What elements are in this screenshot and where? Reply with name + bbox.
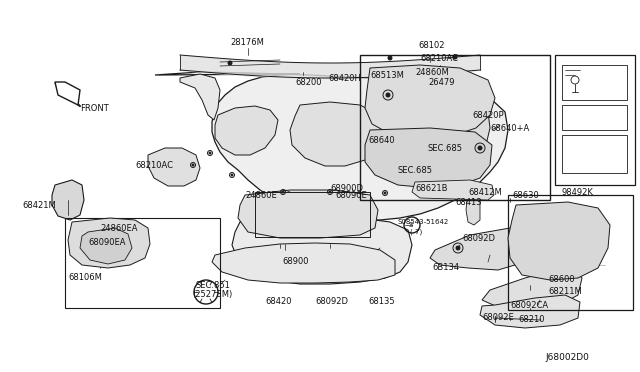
Text: 24860EA: 24860EA: [100, 224, 138, 232]
Text: 68106M: 68106M: [68, 273, 102, 282]
Polygon shape: [508, 202, 610, 280]
Polygon shape: [420, 145, 452, 176]
Text: 68090E: 68090E: [335, 190, 367, 199]
Text: 68420H: 68420H: [328, 74, 361, 83]
Text: 68092E: 68092E: [482, 314, 514, 323]
Text: S08543-51642: S08543-51642: [398, 219, 449, 225]
Text: 24860E: 24860E: [245, 190, 276, 199]
Polygon shape: [480, 295, 580, 328]
Text: FRONT: FRONT: [80, 103, 109, 112]
Text: 68900D: 68900D: [330, 183, 363, 192]
Text: ( 7): ( 7): [410, 229, 422, 235]
Circle shape: [228, 61, 232, 65]
Text: 68630: 68630: [512, 190, 539, 199]
Text: 68413: 68413: [455, 198, 482, 206]
Polygon shape: [365, 65, 495, 138]
Polygon shape: [466, 185, 480, 225]
Text: 68200: 68200: [295, 77, 321, 87]
Text: 68092D: 68092D: [315, 298, 348, 307]
Text: 28176M: 28176M: [230, 38, 264, 46]
Circle shape: [453, 55, 457, 59]
Text: 68412M: 68412M: [468, 187, 502, 196]
Text: 68210: 68210: [518, 315, 545, 324]
Circle shape: [386, 93, 390, 97]
Polygon shape: [212, 243, 395, 283]
Text: SEC.851: SEC.851: [195, 282, 230, 291]
Polygon shape: [68, 218, 150, 268]
Text: 68211M: 68211M: [548, 288, 582, 296]
Text: 68420: 68420: [265, 298, 291, 307]
Text: 68102: 68102: [418, 41, 445, 49]
Polygon shape: [482, 268, 582, 310]
Text: 68900: 68900: [282, 257, 308, 266]
Polygon shape: [450, 105, 490, 158]
Polygon shape: [238, 190, 378, 238]
Text: 68210AC: 68210AC: [135, 160, 173, 170]
Text: J68002D0: J68002D0: [545, 353, 589, 362]
Polygon shape: [290, 102, 385, 166]
Circle shape: [231, 174, 233, 176]
Text: 26479: 26479: [428, 77, 454, 87]
Text: 68621B: 68621B: [415, 183, 447, 192]
Text: 68640: 68640: [368, 135, 395, 144]
Circle shape: [192, 164, 194, 166]
Text: SEC.685: SEC.685: [398, 166, 433, 174]
Text: 68092CA: 68092CA: [510, 301, 548, 310]
Polygon shape: [155, 72, 508, 220]
Circle shape: [209, 152, 211, 154]
Polygon shape: [180, 74, 220, 120]
Text: 68421M: 68421M: [22, 201, 56, 209]
Text: 68090EA: 68090EA: [88, 237, 125, 247]
Text: 68135: 68135: [368, 298, 395, 307]
Polygon shape: [52, 180, 84, 220]
Text: 68600: 68600: [548, 276, 575, 285]
Polygon shape: [80, 228, 132, 264]
Text: 68210AC: 68210AC: [420, 54, 458, 62]
Text: 24860M: 24860M: [415, 67, 449, 77]
Circle shape: [388, 56, 392, 60]
Polygon shape: [215, 106, 278, 155]
Circle shape: [478, 146, 482, 150]
Circle shape: [329, 191, 331, 193]
Polygon shape: [412, 180, 494, 200]
Circle shape: [282, 191, 284, 193]
Text: 6B134: 6B134: [432, 263, 459, 273]
Circle shape: [384, 192, 386, 194]
Text: 68640+A: 68640+A: [490, 124, 529, 132]
Polygon shape: [232, 215, 412, 284]
Polygon shape: [382, 105, 468, 172]
Text: SEC.685: SEC.685: [428, 144, 463, 153]
Text: 68513M: 68513M: [370, 71, 404, 80]
Text: 98492K: 98492K: [562, 187, 594, 196]
Text: (25273M): (25273M): [192, 291, 232, 299]
Polygon shape: [55, 82, 80, 105]
Circle shape: [456, 246, 460, 250]
Polygon shape: [365, 128, 492, 188]
Polygon shape: [430, 228, 535, 270]
Polygon shape: [148, 148, 200, 186]
Text: 68420P: 68420P: [472, 110, 504, 119]
Text: S: S: [409, 222, 413, 228]
Text: 68092D: 68092D: [462, 234, 495, 243]
